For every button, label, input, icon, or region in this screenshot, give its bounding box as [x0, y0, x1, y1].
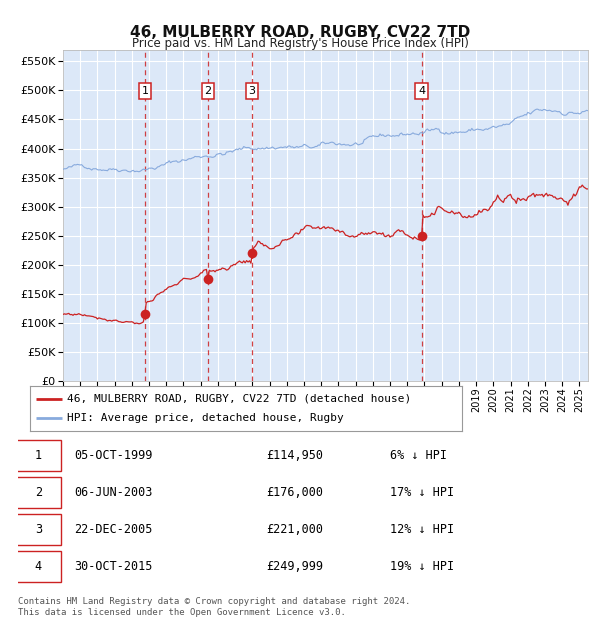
Text: 3: 3	[248, 86, 256, 96]
Text: £114,950: £114,950	[266, 449, 323, 461]
Text: 12% ↓ HPI: 12% ↓ HPI	[390, 523, 454, 536]
FancyBboxPatch shape	[15, 551, 61, 582]
Text: 4: 4	[35, 560, 42, 573]
Text: 1: 1	[142, 86, 148, 96]
Text: 05-OCT-1999: 05-OCT-1999	[74, 449, 153, 461]
Text: 06-JUN-2003: 06-JUN-2003	[74, 486, 153, 498]
Text: Price paid vs. HM Land Registry's House Price Index (HPI): Price paid vs. HM Land Registry's House …	[131, 37, 469, 50]
Text: 17% ↓ HPI: 17% ↓ HPI	[390, 486, 454, 498]
Text: 6% ↓ HPI: 6% ↓ HPI	[390, 449, 447, 461]
FancyBboxPatch shape	[15, 440, 61, 471]
Text: 22-DEC-2005: 22-DEC-2005	[74, 523, 153, 536]
Text: 30-OCT-2015: 30-OCT-2015	[74, 560, 153, 573]
Text: 2: 2	[205, 86, 212, 96]
Text: 46, MULBERRY ROAD, RUGBY, CV22 7TD (detached house): 46, MULBERRY ROAD, RUGBY, CV22 7TD (deta…	[67, 394, 411, 404]
Text: HPI: Average price, detached house, Rugby: HPI: Average price, detached house, Rugb…	[67, 414, 343, 423]
FancyBboxPatch shape	[15, 477, 61, 508]
Text: 46, MULBERRY ROAD, RUGBY, CV22 7TD: 46, MULBERRY ROAD, RUGBY, CV22 7TD	[130, 25, 470, 40]
FancyBboxPatch shape	[15, 514, 61, 545]
Text: £249,999: £249,999	[266, 560, 323, 573]
Text: Contains HM Land Registry data © Crown copyright and database right 2024.
This d: Contains HM Land Registry data © Crown c…	[18, 598, 410, 617]
Text: 3: 3	[35, 523, 42, 536]
Text: 1: 1	[35, 449, 42, 461]
Text: £221,000: £221,000	[266, 523, 323, 536]
Text: 2: 2	[35, 486, 42, 498]
Text: 19% ↓ HPI: 19% ↓ HPI	[390, 560, 454, 573]
Text: 4: 4	[418, 86, 425, 96]
Text: £176,000: £176,000	[266, 486, 323, 498]
